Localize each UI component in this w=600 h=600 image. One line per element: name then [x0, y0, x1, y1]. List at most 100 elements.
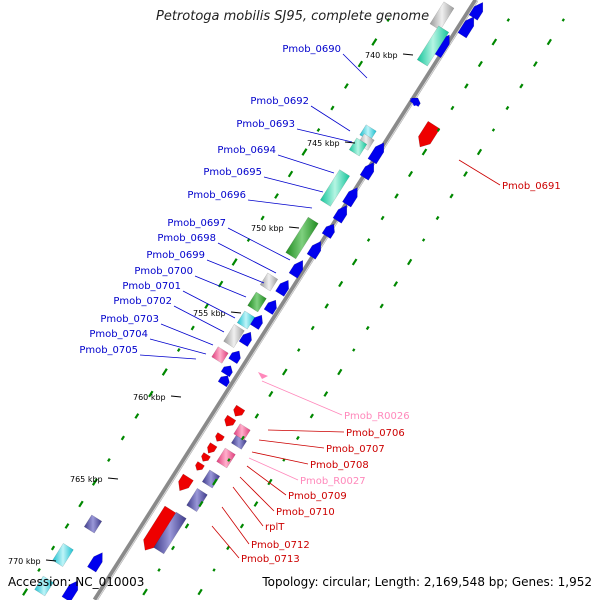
- reverse-cds-arrow[interactable]: [215, 432, 225, 442]
- label-leader: [194, 275, 247, 298]
- gc-mark: [190, 325, 195, 331]
- forward-cds-arrow[interactable]: [220, 365, 233, 378]
- reverse-cds-arrow[interactable]: [201, 452, 211, 462]
- gc-mark: [421, 148, 428, 156]
- gene-label-forward[interactable]: Pmob_0704: [89, 329, 148, 340]
- label-leader: [232, 486, 264, 527]
- forward-cds-arrow[interactable]: [342, 187, 358, 208]
- gc-mark: [120, 435, 125, 441]
- gene-label-forward[interactable]: Pmob_0698: [157, 233, 216, 244]
- gene-label-forward[interactable]: Pmob_0693: [236, 119, 295, 130]
- gc-mark: [436, 128, 441, 132]
- gene-label-forward[interactable]: Pmob_0690: [282, 44, 341, 55]
- reverse-cds-arrow[interactable]: [195, 461, 205, 471]
- kbp-tick: [170, 395, 182, 398]
- label-leader: [251, 451, 309, 465]
- forward-cds-arrow[interactable]: [321, 223, 335, 239]
- gene-label-reverse[interactable]: Pmob_0706: [346, 428, 405, 439]
- gene-label-reverse[interactable]: Pmob_0710: [276, 507, 335, 518]
- gc-mark: [316, 128, 321, 132]
- kbp-tick: [402, 53, 414, 56]
- gene-label-forward[interactable]: Pmob_0697: [167, 218, 226, 229]
- forward-cds-arrow[interactable]: [217, 375, 230, 388]
- gc-mark: [287, 170, 294, 178]
- forward-cds-arrow[interactable]: [275, 279, 289, 297]
- cog-block: [236, 310, 256, 330]
- reverse-cds-arrow[interactable]: [418, 120, 441, 148]
- gene-label-forward[interactable]: Pmob_0699: [146, 250, 205, 261]
- cog-block: [285, 216, 319, 260]
- label-leader: [239, 476, 275, 512]
- gene-label-forward[interactable]: Pmob_0702: [113, 296, 172, 307]
- gene-label-forward[interactable]: Pmob_0705: [79, 345, 138, 356]
- gene-label-reverse[interactable]: Pmob_0712: [251, 540, 310, 551]
- forward-cds-arrow[interactable]: [61, 580, 79, 600]
- reverse-cds-arrow[interactable]: [224, 414, 237, 427]
- cog-block: [83, 514, 103, 534]
- forward-cds-arrow[interactable]: [288, 260, 304, 279]
- forward-cds-arrow[interactable]: [87, 552, 103, 573]
- gene-label-forward[interactable]: Pmob_0696: [187, 190, 246, 201]
- gc-mark: [337, 368, 343, 376]
- forward-cds-arrow[interactable]: [457, 16, 475, 39]
- label-leader: [217, 242, 277, 274]
- forward-cds-arrow[interactable]: [238, 331, 252, 347]
- gene-label-rna[interactable]: Pmob_R0027: [300, 476, 366, 487]
- gene-label-reverse[interactable]: Pmob_0709: [288, 491, 347, 502]
- gene-label-reverse[interactable]: Pmob_0708: [310, 460, 369, 471]
- forward-cds-arrow[interactable]: [332, 205, 348, 224]
- gc-mark: [91, 478, 98, 486]
- reverse-cds-arrow[interactable]: [207, 442, 218, 454]
- label-leader: [221, 506, 250, 545]
- reverse-cds-arrow[interactable]: [178, 473, 194, 492]
- gc-mark: [107, 458, 111, 462]
- accession-text: Accession: NC_010003: [8, 575, 145, 589]
- gene-label-reverse[interactable]: Pmob_0713: [241, 554, 300, 565]
- label-leader: [206, 259, 265, 284]
- gene-label-reverse[interactable]: Pmob_0691: [502, 181, 561, 192]
- label-leader: [263, 176, 324, 193]
- forward-cds-arrow[interactable]: [468, 2, 484, 21]
- kbp-tick: [230, 311, 242, 314]
- gene-label-forward[interactable]: Pmob_0700: [134, 266, 193, 277]
- gc-mark: [37, 568, 41, 572]
- gc-mark: [157, 568, 161, 572]
- gene-label-rna[interactable]: Pmob_R0026: [344, 411, 410, 422]
- gene-label-forward[interactable]: Pmob_0695: [203, 167, 262, 178]
- cog-block: [233, 423, 251, 441]
- map-title: Petrotoga mobilis SJ95, complete genome: [156, 9, 430, 24]
- forward-cds-arrow[interactable]: [228, 350, 241, 365]
- trna-marker: [410, 98, 420, 106]
- gene-label-reverse[interactable]: rplT: [265, 522, 285, 533]
- gc-mark: [184, 523, 190, 529]
- gc-mark: [491, 128, 496, 132]
- gc-mark: [407, 258, 413, 266]
- forward-cds-arrow[interactable]: [367, 142, 385, 165]
- gc-mark: [519, 83, 524, 89]
- cog-block: [230, 434, 248, 450]
- cog-block: [247, 291, 267, 313]
- label-leader: [267, 429, 345, 433]
- gene-label-forward[interactable]: Pmob_0703: [100, 314, 159, 325]
- gc-mark: [281, 368, 288, 376]
- gc-mark: [435, 215, 440, 221]
- forward-cds-arrow[interactable]: [306, 241, 322, 260]
- gc-mark: [212, 568, 216, 572]
- gc-mark: [227, 458, 231, 462]
- kbp-tick-label: 760 kbp: [133, 393, 166, 402]
- kbp-tick-label: 755 kbp: [193, 309, 226, 318]
- label-leader: [182, 290, 236, 319]
- forward-cds-arrow[interactable]: [263, 299, 277, 315]
- gene-label-reverse[interactable]: Pmob_0707: [326, 444, 385, 455]
- reverse-cds-arrow[interactable]: [233, 404, 246, 417]
- gc-mark: [330, 105, 335, 111]
- gene-label-forward[interactable]: Pmob_0701: [122, 281, 181, 292]
- label-leader: [246, 465, 287, 496]
- forward-cds-arrow[interactable]: [359, 162, 375, 181]
- gene-label-forward[interactable]: Pmob_0694: [217, 145, 276, 156]
- gc-mark: [380, 215, 385, 221]
- reverse-cds-arrow[interactable]: [143, 505, 178, 551]
- gene-label-forward[interactable]: Pmob_0692: [250, 96, 309, 107]
- gc-mark: [464, 83, 469, 89]
